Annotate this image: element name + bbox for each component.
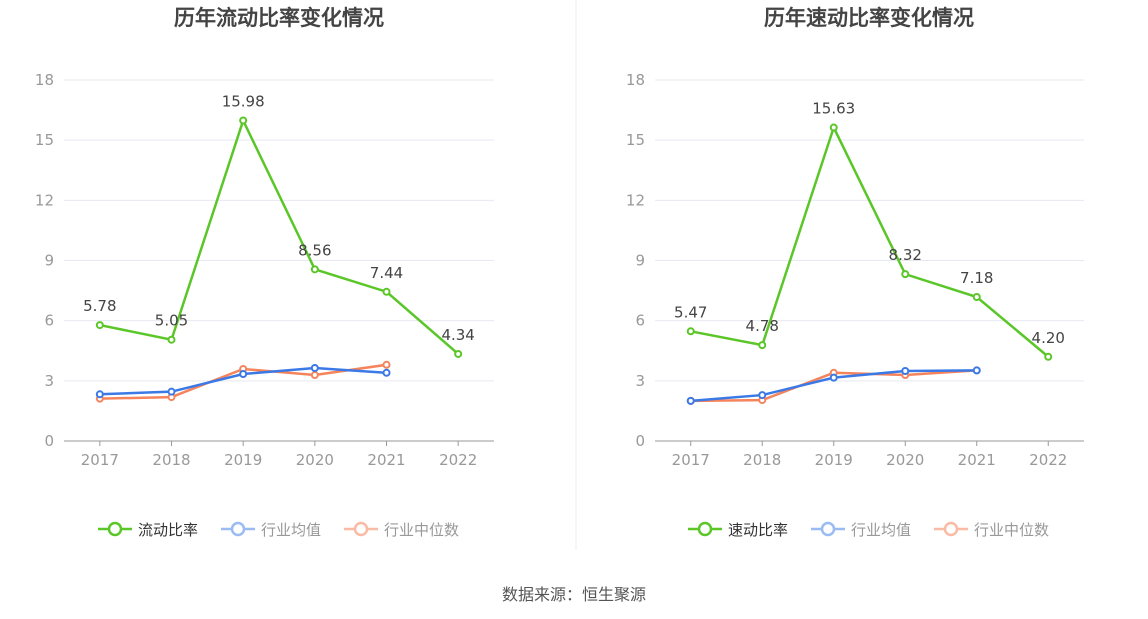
data-point[interactable] bbox=[972, 293, 981, 302]
x-tick-label: 2019 bbox=[815, 451, 853, 469]
data-point[interactable] bbox=[829, 373, 838, 382]
data-point[interactable] bbox=[310, 371, 319, 380]
chart-0: 历年流动比率变化情况 0 3 6 9 12 15 18 2017 2018 2019 2020 2021… bbox=[35, 6, 494, 539]
y-tick-label: 12 bbox=[626, 191, 645, 209]
chart-title: 历年速动比率变化情况 bbox=[764, 6, 974, 30]
data-point[interactable] bbox=[167, 335, 176, 344]
legend-marker-icon bbox=[353, 521, 369, 537]
data-point[interactable] bbox=[382, 368, 391, 377]
x-tick-label: 2017 bbox=[672, 451, 710, 469]
legend-marker-icon bbox=[107, 521, 123, 537]
y-tick-label: 18 bbox=[626, 71, 645, 89]
x-tick-label: 2020 bbox=[296, 451, 334, 469]
legend-item-0[interactable]: 流动比率 bbox=[98, 521, 198, 539]
data-label: 7.18 bbox=[960, 269, 993, 287]
y-tick-label: 18 bbox=[35, 71, 54, 89]
data-point[interactable] bbox=[758, 341, 767, 350]
legend-item-2[interactable]: 行业中位数 bbox=[934, 521, 1049, 539]
legend-label: 流动比率 bbox=[138, 521, 198, 539]
x-tick-label: 2018 bbox=[743, 451, 781, 469]
series-line-0 bbox=[690, 124, 1050, 358]
legend-marker-icon bbox=[230, 521, 246, 537]
data-label: 5.05 bbox=[155, 312, 188, 330]
chart-title: 历年流动比率变化情况 bbox=[174, 6, 384, 30]
data-label: 8.32 bbox=[889, 246, 922, 264]
legend-label: 行业均值 bbox=[851, 521, 911, 539]
data-point[interactable] bbox=[972, 366, 981, 375]
x-tick-label: 2021 bbox=[367, 451, 405, 469]
data-point[interactable] bbox=[310, 363, 319, 372]
data-point[interactable] bbox=[901, 367, 910, 376]
y-tick-label: 6 bbox=[635, 312, 645, 330]
data-label: 4.34 bbox=[441, 326, 474, 344]
y-tick-label: 0 bbox=[635, 432, 645, 450]
data-label: 5.47 bbox=[674, 303, 707, 321]
data-point[interactable] bbox=[167, 387, 176, 396]
legend-item-1[interactable]: 行业均值 bbox=[221, 521, 321, 539]
legend-item-2[interactable]: 行业中位数 bbox=[344, 521, 459, 539]
data-label: 15.98 bbox=[222, 93, 265, 111]
x-tick-label: 2019 bbox=[224, 451, 262, 469]
x-tick-label: 2020 bbox=[886, 451, 924, 469]
x-tick-label: 2022 bbox=[439, 451, 477, 469]
y-tick-label: 9 bbox=[635, 252, 645, 270]
data-label: 4.78 bbox=[746, 317, 779, 335]
data-point[interactable] bbox=[95, 321, 104, 330]
data-label: 7.44 bbox=[370, 264, 403, 282]
legend-marker-icon bbox=[820, 521, 836, 537]
x-tick-label: 2022 bbox=[1029, 451, 1067, 469]
data-point[interactable] bbox=[95, 390, 104, 399]
data-point[interactable] bbox=[382, 360, 391, 369]
y-tick-label: 3 bbox=[635, 372, 645, 390]
data-point[interactable] bbox=[239, 116, 248, 125]
y-tick-label: 0 bbox=[44, 432, 54, 450]
y-tick-label: 6 bbox=[44, 312, 54, 330]
legend-label: 行业均值 bbox=[261, 521, 321, 539]
data-label: 15.63 bbox=[812, 100, 855, 118]
data-point[interactable] bbox=[310, 265, 319, 274]
legend-marker-icon bbox=[697, 521, 713, 537]
legend-item-1[interactable]: 行业均值 bbox=[811, 521, 911, 539]
chart-1: 历年速动比率变化情况 0 3 6 9 12 15 18 2017 2018 2019 2020 2021… bbox=[626, 6, 1084, 539]
data-point[interactable] bbox=[686, 396, 695, 405]
source-note: 数据来源：恒生聚源 bbox=[501, 585, 646, 604]
data-point[interactable] bbox=[454, 349, 463, 358]
data-point[interactable] bbox=[686, 327, 695, 336]
data-point[interactable] bbox=[382, 287, 391, 296]
y-tick-label: 12 bbox=[35, 191, 54, 209]
x-tick-label: 2021 bbox=[958, 451, 996, 469]
data-point[interactable] bbox=[239, 370, 248, 379]
y-tick-label: 9 bbox=[44, 252, 54, 270]
legend-label: 速动比率 bbox=[728, 521, 788, 539]
data-point[interactable] bbox=[1044, 352, 1053, 361]
data-label: 8.56 bbox=[298, 241, 331, 259]
series-line-0 bbox=[99, 117, 459, 355]
data-point[interactable] bbox=[829, 123, 838, 132]
data-label: 4.20 bbox=[1032, 329, 1065, 347]
x-tick-label: 2018 bbox=[152, 451, 190, 469]
data-point[interactable] bbox=[758, 391, 767, 400]
y-tick-label: 15 bbox=[35, 131, 54, 149]
data-label: 5.78 bbox=[83, 297, 116, 315]
y-tick-label: 3 bbox=[44, 372, 54, 390]
y-tick-label: 15 bbox=[626, 131, 645, 149]
legend-label: 行业中位数 bbox=[974, 521, 1049, 539]
x-tick-label: 2017 bbox=[81, 451, 119, 469]
legend-item-0[interactable]: 速动比率 bbox=[688, 521, 788, 539]
legend-marker-icon bbox=[943, 521, 959, 537]
data-point[interactable] bbox=[901, 270, 910, 279]
legend-label: 行业中位数 bbox=[384, 521, 459, 539]
